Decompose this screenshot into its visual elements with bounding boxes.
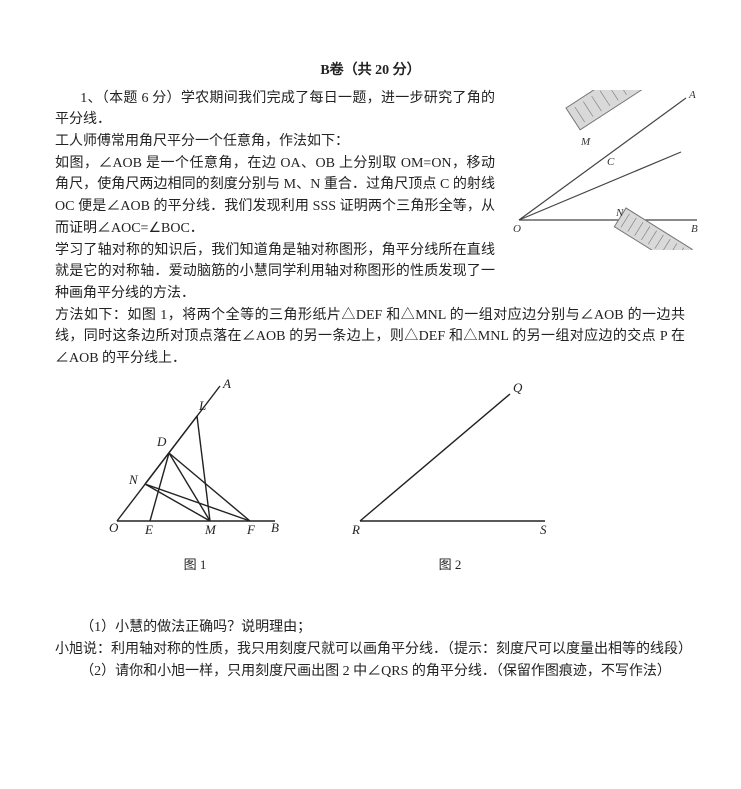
figure-1-svg: A B O D E F L M N xyxy=(105,376,285,546)
para-3: 如图，∠AOB 是一个任意角，在边 OA、OB 上分别取 OM=ON，移动角尺，… xyxy=(55,153,495,240)
f1-label-N: N xyxy=(128,472,139,487)
question-2: （2）请你和小旭一样，只用刻度尺画出图 2 中∠QRS 的角平分线．（保留作图痕… xyxy=(55,661,686,683)
f1-label-L: L xyxy=(198,398,206,413)
figure-2-svg: Q R S xyxy=(340,376,560,546)
figure-1-wrap: A B O D E F L M N 图 1 xyxy=(105,376,285,576)
f1-label-M: M xyxy=(204,522,217,537)
section-title: B卷（共 20 分） xyxy=(55,60,686,82)
para-2: 工人师傅常用角尺平分一个任意角，作法如下： xyxy=(55,131,495,153)
para-1: 1、（本题 6 分）学农期间我们完成了每日一题，进一步研究了角的平分线． xyxy=(55,88,495,131)
figure-1-caption: 图 1 xyxy=(105,555,285,575)
figure-row: A B O D E F L M N 图 1 xyxy=(55,376,686,576)
label-C: C xyxy=(607,156,615,168)
page: B卷（共 20 分） 1、（本题 6 分）学农期间我们完成了每日一题，进一步研究… xyxy=(0,0,741,789)
label-B: B xyxy=(691,223,698,235)
label-O: O xyxy=(513,223,521,235)
figure-2-caption: 图 2 xyxy=(340,555,560,575)
f1-label-E: E xyxy=(144,522,153,537)
f2-label-Q: Q xyxy=(513,380,523,395)
label-A: A xyxy=(688,90,696,101)
f2-label-S: S xyxy=(540,522,547,537)
f1-label-O: O xyxy=(109,520,119,535)
ruler-illustration: A B O C M N xyxy=(511,90,701,250)
spacer xyxy=(55,577,686,617)
para-4: 学习了轴对称的知识后，我们知道角是轴对称图形，角平分线所在直线就是它的对称轴．爱… xyxy=(55,240,495,305)
intro-block: 1、（本题 6 分）学农期间我们完成了每日一题，进一步研究了角的平分线． 工人师… xyxy=(55,88,495,305)
f2-label-R: R xyxy=(351,522,360,537)
figure-2-wrap: Q R S 图 2 xyxy=(340,376,560,576)
f1-label-F: F xyxy=(246,522,256,537)
ruler-svg: A B O C M N xyxy=(511,90,701,250)
para-5: 方法如下：如图 1，将两个全等的三角形纸片△DEF 和△MNL 的一组对应边分别… xyxy=(55,305,685,370)
question-1: （1）小慧的做法正确吗？说明理由； xyxy=(55,617,686,639)
label-N: N xyxy=(615,207,624,219)
f1-label-A: A xyxy=(222,376,231,391)
hint-xiaoxu: 小旭说：利用轴对称的性质，我只用刻度尺就可以画角平分线．（提示：刻度尺可以度量出… xyxy=(55,639,686,661)
f1-label-B: B xyxy=(271,520,279,535)
f1-label-D: D xyxy=(156,434,167,449)
label-M: M xyxy=(580,136,591,148)
